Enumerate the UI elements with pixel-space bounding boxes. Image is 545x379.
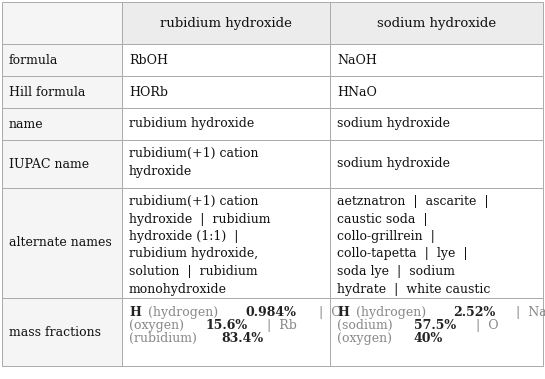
Text: sodium hydroxide: sodium hydroxide bbox=[337, 158, 450, 171]
Text: H: H bbox=[337, 306, 349, 319]
Bar bbox=[2, 298, 122, 366]
Text: sodium hydroxide: sodium hydroxide bbox=[377, 17, 496, 30]
Bar bbox=[330, 298, 543, 366]
Text: 15.6%: 15.6% bbox=[205, 319, 247, 332]
Bar bbox=[122, 2, 330, 44]
Text: |  O: | O bbox=[468, 319, 499, 332]
Text: HORb: HORb bbox=[129, 86, 168, 99]
Text: (hydrogen): (hydrogen) bbox=[352, 306, 431, 319]
Bar bbox=[122, 76, 330, 108]
Text: rubidium(+1) cation
hydroxide  |  rubidium
hydroxide (1:1)  |
rubidium hydroxide: rubidium(+1) cation hydroxide | rubidium… bbox=[129, 195, 270, 296]
Bar bbox=[122, 44, 330, 76]
Text: (oxygen): (oxygen) bbox=[129, 319, 188, 332]
Text: IUPAC name: IUPAC name bbox=[9, 158, 89, 171]
Bar bbox=[2, 76, 122, 108]
Bar bbox=[330, 2, 543, 44]
Text: (rubidium): (rubidium) bbox=[129, 332, 201, 345]
Text: |  Rb: | Rb bbox=[259, 319, 298, 332]
Text: 2.52%: 2.52% bbox=[453, 306, 495, 319]
Bar bbox=[330, 140, 543, 188]
Bar bbox=[330, 44, 543, 76]
Text: rubidium hydroxide: rubidium hydroxide bbox=[129, 117, 255, 130]
Bar bbox=[122, 188, 330, 298]
Text: name: name bbox=[9, 117, 44, 130]
Text: rubidium(+1) cation
hydroxide: rubidium(+1) cation hydroxide bbox=[129, 147, 258, 177]
Text: aetznatron  |  ascarite  |
caustic soda  |
collo-grillrein  |
collo-tapetta  |  : aetznatron | ascarite | caustic soda | c… bbox=[337, 195, 490, 296]
Text: alternate names: alternate names bbox=[9, 236, 112, 249]
Text: Hill formula: Hill formula bbox=[9, 86, 86, 99]
Bar bbox=[330, 188, 543, 298]
Bar bbox=[122, 298, 330, 366]
Bar bbox=[2, 140, 122, 188]
Text: mass fractions: mass fractions bbox=[9, 326, 101, 338]
Text: NaOH: NaOH bbox=[337, 53, 377, 66]
Bar bbox=[122, 108, 330, 140]
Bar bbox=[2, 44, 122, 76]
Text: sodium hydroxide: sodium hydroxide bbox=[337, 117, 450, 130]
Bar bbox=[330, 76, 543, 108]
Text: 40%: 40% bbox=[413, 332, 443, 345]
Text: H: H bbox=[129, 306, 141, 319]
Text: |  O: | O bbox=[311, 306, 341, 319]
Bar bbox=[122, 140, 330, 188]
Bar bbox=[2, 2, 122, 44]
Text: rubidium hydroxide: rubidium hydroxide bbox=[160, 17, 292, 30]
Text: RbOH: RbOH bbox=[129, 53, 168, 66]
Text: |  Na: | Na bbox=[507, 306, 545, 319]
Text: 57.5%: 57.5% bbox=[414, 319, 456, 332]
Bar bbox=[330, 108, 543, 140]
Text: 83.4%: 83.4% bbox=[222, 332, 264, 345]
Text: (hydrogen): (hydrogen) bbox=[144, 306, 222, 319]
Bar bbox=[2, 108, 122, 140]
Text: (oxygen): (oxygen) bbox=[337, 332, 396, 345]
Text: 0.984%: 0.984% bbox=[245, 306, 296, 319]
Text: (sodium): (sodium) bbox=[337, 319, 397, 332]
Bar bbox=[2, 188, 122, 298]
Text: formula: formula bbox=[9, 53, 58, 66]
Text: HNaO: HNaO bbox=[337, 86, 377, 99]
